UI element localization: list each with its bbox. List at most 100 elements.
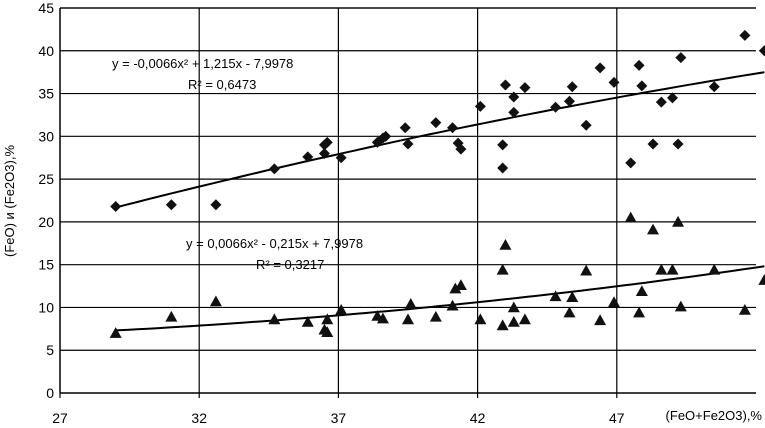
triangle-point [404, 298, 417, 309]
triangle-point [301, 315, 314, 327]
diamond-point [708, 81, 720, 93]
diamond-point [633, 59, 645, 71]
triangle-point [321, 313, 334, 325]
triangle-point [708, 263, 721, 275]
y-tick-label: 0 [46, 385, 54, 401]
triangle-point [321, 326, 334, 338]
diamond-point [508, 91, 520, 103]
diamond-point [508, 106, 520, 118]
trendline-r2-1: R² = 0,6473 [188, 77, 256, 92]
trendline-equation-1: y = -0,0066x² + 1,215x - 7,9978 [112, 56, 293, 71]
triangle-point [674, 300, 687, 312]
x-tick-label: 27 [52, 410, 68, 426]
diamond-point [739, 29, 751, 41]
triangle-point [209, 295, 222, 307]
triangle-point [454, 279, 467, 290]
data-points [109, 29, 765, 338]
diamond-point [647, 138, 659, 150]
triangle-point [429, 310, 442, 322]
trendlines [115, 71, 765, 332]
triangle-point [566, 291, 579, 302]
trendline-equation-2: y = 0,0066x² - 0,215x + 7,9978 [186, 236, 363, 251]
triangle-point [335, 304, 348, 315]
trendline-r2-2: R² = 0,3217 [256, 257, 324, 272]
diamond-point [580, 119, 592, 131]
diamond-point [594, 62, 606, 74]
diamond-point [550, 101, 562, 113]
diamond-point [402, 138, 414, 150]
diamond-point [474, 100, 486, 112]
diamond-point [110, 200, 122, 212]
y-axis-label: (FeO) и (Fe2O3),% [2, 145, 17, 257]
x-tick-label: 32 [191, 410, 207, 426]
diamond-point [302, 151, 314, 163]
diamond-point [455, 143, 467, 155]
triangle-point [474, 313, 487, 325]
diamond-point [519, 82, 531, 94]
diamond-point [675, 52, 687, 64]
triangle-point [518, 313, 531, 325]
triangle-point [608, 296, 621, 308]
triangle-point [499, 238, 512, 250]
y-tick-label: 35 [38, 86, 54, 102]
diamond-point [447, 122, 459, 134]
triangle-point [496, 319, 509, 331]
diamond-point [399, 122, 411, 134]
diamond-point [625, 157, 637, 169]
triangle-point [594, 314, 607, 326]
diamond-point [380, 130, 392, 142]
x-tick-label: 42 [470, 410, 486, 426]
triangle-point [109, 327, 122, 338]
x-axis-label: (FeO+Fe2O3),% [666, 408, 763, 423]
trendline-2 [115, 265, 765, 332]
diamond-point [430, 117, 442, 129]
diamond-point [165, 199, 177, 211]
axes [59, 7, 756, 398]
triangle-point [672, 215, 685, 227]
y-tick-label: 10 [38, 299, 54, 315]
triangle-point [624, 211, 637, 223]
y-tick-label: 45 [38, 0, 54, 16]
triangle-point [655, 263, 668, 275]
diamond-point [335, 152, 347, 164]
triangle-point [165, 310, 178, 322]
triangle-point [563, 306, 576, 318]
triangle-point [446, 299, 459, 311]
diamond-point [672, 138, 684, 150]
triangle-point [449, 282, 462, 294]
diamond-point [608, 76, 620, 88]
triangle-point [268, 313, 281, 325]
triangle-point [376, 312, 389, 324]
y-tick-label: 40 [38, 43, 54, 59]
diamond-point [636, 80, 648, 92]
diamond-point [566, 81, 578, 93]
diamond-point [318, 147, 330, 159]
diamond-point [210, 199, 222, 211]
y-tick-label: 15 [38, 257, 54, 273]
diamond-point [321, 136, 333, 148]
diamond-point [666, 92, 678, 104]
y-tick-label: 30 [38, 128, 54, 144]
diamond-point [655, 96, 667, 108]
triangle-point [549, 290, 562, 302]
diamond-point [758, 45, 765, 57]
y-tick-label: 20 [38, 214, 54, 230]
triangle-point [580, 264, 593, 276]
triangle-point [507, 315, 520, 327]
triangle-point [496, 263, 509, 275]
y-tick-label: 5 [46, 342, 54, 358]
triangle-point [402, 313, 414, 325]
diamond-point [268, 163, 280, 175]
triangle-point [738, 304, 751, 315]
triangle-point [646, 223, 659, 235]
trendline-1 [115, 71, 765, 209]
triangle-point [666, 263, 679, 275]
tick-labels: 0 5 10 15 20 25 30 35 40 45 27 32 37 42 47 [38, 0, 624, 426]
triangle-point [507, 301, 520, 313]
x-tick-label: 47 [609, 410, 625, 426]
y-tick-label: 25 [38, 171, 54, 187]
triangle-point [633, 306, 646, 318]
diamond-point [499, 79, 511, 91]
diamond-point [563, 95, 575, 107]
